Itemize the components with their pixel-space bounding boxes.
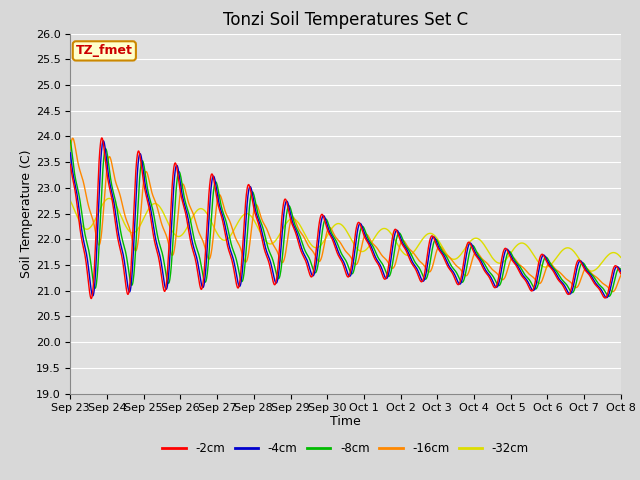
Text: TZ_fmet: TZ_fmet — [76, 44, 132, 58]
X-axis label: Time: Time — [330, 415, 361, 428]
Legend: -2cm, -4cm, -8cm, -16cm, -32cm: -2cm, -4cm, -8cm, -16cm, -32cm — [157, 437, 534, 460]
Title: Tonzi Soil Temperatures Set C: Tonzi Soil Temperatures Set C — [223, 11, 468, 29]
Y-axis label: Soil Temperature (C): Soil Temperature (C) — [20, 149, 33, 278]
